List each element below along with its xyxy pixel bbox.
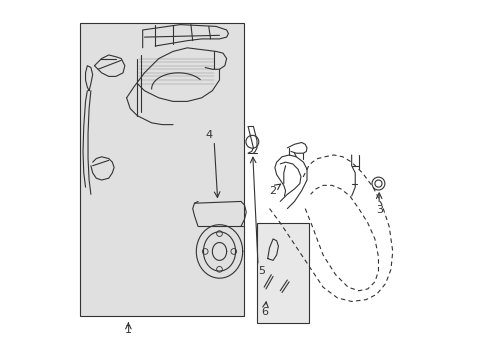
Text: 4: 4: [205, 130, 212, 140]
Text: 3: 3: [375, 205, 382, 215]
Bar: [80, 23, 244, 316]
Text: 5: 5: [258, 266, 264, 276]
Bar: [257, 223, 308, 323]
Text: 1: 1: [124, 325, 132, 335]
Text: 2: 2: [268, 186, 275, 196]
Text: 6: 6: [261, 307, 268, 317]
